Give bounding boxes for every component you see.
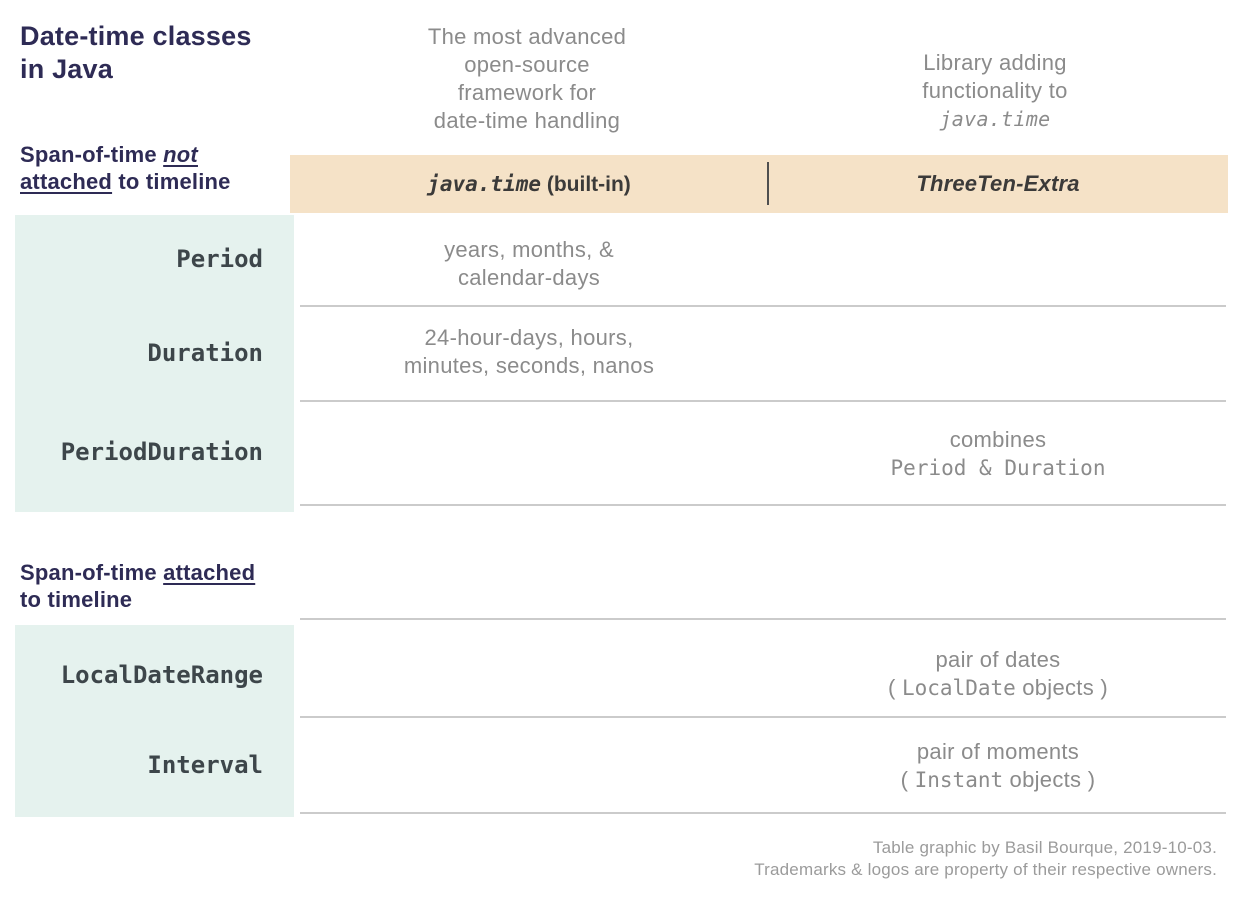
class-label-interval: Interval: [147, 751, 263, 779]
row-divider: [300, 504, 1226, 506]
cell-period-javatime: years, months, & calendar-days: [444, 237, 614, 290]
cell-duration-javatime: 24-hour-days, hours, minutes, seconds, n…: [403, 325, 655, 378]
section-not-attached-label: Span-of-time not attached to timeline: [20, 141, 310, 195]
section-1-label-suffix: to timeline: [112, 169, 231, 194]
localdaterange-paren-open: (: [887, 675, 902, 700]
localdaterange-code: LocalDate: [901, 676, 1016, 700]
periodduration-note: combines: [949, 427, 1047, 452]
row-divider: [300, 716, 1226, 718]
library-note-javatime-code: java.time: [939, 107, 1051, 131]
library-note: Library adding functionality to java.tim…: [835, 49, 1155, 133]
interval-desc: pair of moments: [916, 739, 1080, 764]
section-2-label-attached: attached: [163, 560, 256, 585]
footer-credit-line1: Table graphic by Basil Bourque, 2019-10-…: [872, 838, 1217, 857]
cell-localdaterange-threeten: pair of dates ( LocalDate objects ): [813, 646, 1183, 702]
localdaterange-desc: pair of dates: [935, 647, 1061, 672]
row-divider: [300, 812, 1226, 814]
page-title: Date-time classes in Java: [20, 21, 252, 84]
section-1-label-prefix: Span-of-time: [20, 142, 164, 167]
row-divider: [300, 400, 1226, 402]
class-panel-attached: [15, 625, 294, 817]
class-panel-not-attached: [15, 215, 294, 512]
cell-periodduration-threeten: combines Period & Duration: [823, 426, 1173, 482]
framework-note: The most advanced open-source framework …: [427, 24, 627, 133]
class-label-localdaterange: LocalDateRange: [60, 661, 263, 689]
interval-paren-open: (: [900, 767, 915, 792]
section-2-label-prefix: Span-of-time: [20, 560, 164, 585]
column-header-javatime: java.time (built-in): [290, 172, 768, 197]
section-1-label-not: not: [163, 142, 198, 167]
column-divider-tick: [767, 162, 769, 205]
section-1-label-attached: attached: [20, 169, 113, 194]
class-label-period: Period: [176, 245, 263, 273]
library-note-text: Library adding functionality to: [922, 50, 1068, 103]
section-2-label-suffix: to timeline: [20, 587, 133, 612]
column-header-bar: java.time (built-in) ThreeTen-Extra: [290, 155, 1228, 213]
interval-code: Instant: [914, 768, 1004, 792]
localdaterange-paren-close: objects ): [1015, 675, 1109, 700]
row-divider: [300, 618, 1226, 620]
footer-credit-line2: Trademarks & logos are property of their…: [754, 860, 1217, 879]
class-label-periodduration: PeriodDuration: [60, 438, 263, 466]
javatime-code-label: java.time: [427, 171, 541, 196]
javatime-builtin-label: (built-in): [541, 172, 631, 196]
footer-credit: Table graphic by Basil Bourque, 2019-10-…: [577, 837, 1217, 881]
periodduration-code: Period & Duration: [890, 456, 1106, 480]
column-header-threeten: ThreeTen-Extra: [916, 171, 1080, 196]
section-attached-label: Span-of-time attached to timeline: [20, 559, 310, 613]
interval-paren-close: objects ): [1003, 767, 1096, 792]
class-label-duration: Duration: [147, 339, 263, 367]
cell-interval-threeten: pair of moments ( Instant objects ): [813, 738, 1183, 794]
row-divider: [300, 305, 1226, 307]
